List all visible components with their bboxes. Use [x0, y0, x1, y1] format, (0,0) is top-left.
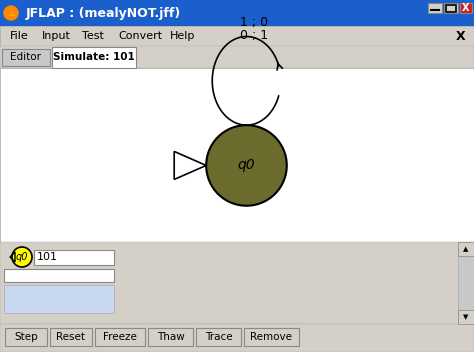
Text: Test: Test: [82, 31, 104, 41]
Text: Reset: Reset: [56, 332, 85, 342]
Text: Thaw: Thaw: [156, 332, 184, 342]
Text: q0: q0: [16, 252, 28, 262]
Bar: [95, 328, 145, 346]
Text: Input: Input: [42, 31, 71, 41]
Bar: [458, 242, 474, 324]
Bar: [244, 328, 299, 346]
Bar: [460, 3, 472, 13]
Text: ▲: ▲: [463, 246, 469, 252]
Text: Simulate: 101: Simulate: 101: [53, 52, 135, 62]
Bar: [0, 324, 474, 352]
Text: 0 ; 1: 0 ; 1: [240, 29, 269, 42]
Bar: [2, 49, 50, 66]
Bar: [34, 250, 114, 265]
Bar: [52, 47, 136, 68]
Text: Editor: Editor: [10, 52, 42, 62]
Text: Freeze: Freeze: [103, 332, 137, 342]
Bar: [4, 269, 114, 282]
Bar: [148, 328, 193, 346]
Text: File: File: [10, 31, 29, 41]
Text: X: X: [462, 3, 470, 13]
Bar: [0, 26, 474, 46]
Text: 1 ; 0: 1 ; 0: [240, 16, 269, 29]
Circle shape: [206, 125, 287, 206]
Text: JFLAP : (mealyNOT.jff): JFLAP : (mealyNOT.jff): [26, 6, 181, 19]
Bar: [0, 242, 474, 324]
Bar: [50, 328, 92, 346]
Bar: [5, 328, 47, 346]
Text: X: X: [456, 30, 466, 43]
Text: Help: Help: [170, 31, 195, 41]
Bar: [0, 68, 474, 242]
Bar: [0, 46, 474, 68]
Text: Convert: Convert: [118, 31, 162, 41]
Text: ▼: ▼: [463, 314, 469, 320]
Bar: [458, 310, 474, 324]
Bar: [428, 3, 442, 13]
Bar: [4, 285, 114, 313]
Text: q0: q0: [237, 158, 255, 172]
Text: Step: Step: [14, 332, 38, 342]
Circle shape: [4, 6, 18, 20]
Text: Trace: Trace: [205, 332, 232, 342]
Text: ♨: ♨: [7, 8, 15, 18]
Bar: [444, 3, 458, 13]
Text: 101: 101: [37, 252, 58, 262]
Circle shape: [12, 247, 32, 267]
Bar: [446, 5, 456, 12]
Bar: [458, 242, 474, 256]
Bar: [0, 0, 474, 26]
Bar: [196, 328, 241, 346]
Text: Remove: Remove: [250, 332, 292, 342]
